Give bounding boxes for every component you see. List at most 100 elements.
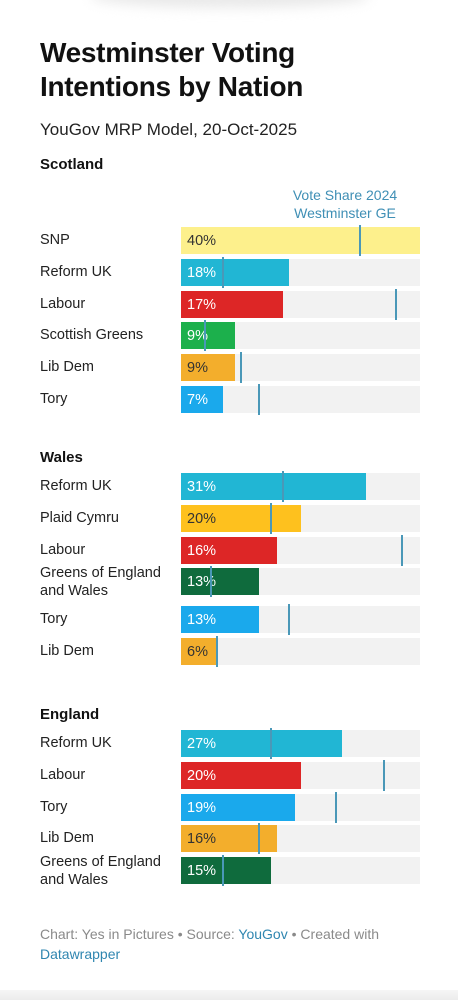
bar-row-lib-dem: Lib Dem 6%	[40, 636, 420, 678]
footer-created-with: • Created with	[287, 926, 380, 942]
bar-value-label: 18%	[187, 264, 217, 281]
bar-row-reform-uk: Reform UK 31%	[40, 471, 420, 513]
party-label: Reform UK	[40, 478, 112, 494]
ge2024-marker	[203, 320, 206, 352]
ge2024-marker	[209, 566, 212, 598]
footer-tool-link[interactable]: Datawrapper	[40, 946, 121, 962]
section-england: England Reform UK 27% Labour 20% Tory 19% Lib …	[40, 706, 420, 906]
bar-snp: 40%	[181, 227, 420, 254]
legend-line-1: Vote Share 2024	[292, 187, 398, 203]
party-label: Plaid Cymru	[40, 509, 119, 526]
bar-value-label: 7%	[187, 392, 208, 408]
bar-value-label: 20%	[187, 767, 217, 784]
ge2024-marker	[269, 728, 272, 759]
bar-value-label: 20%	[187, 510, 217, 527]
bar-lib-dem: 9%	[181, 354, 235, 382]
ge2024-marker	[239, 352, 242, 384]
party-label: Lib Dem	[40, 830, 94, 847]
bar-track: 17%	[181, 288, 420, 320]
bar-row-tory: Tory 19%	[40, 791, 420, 834]
bar-track: 13%	[181, 566, 420, 598]
bar-value-label: 31%	[187, 479, 217, 495]
section-title: England	[40, 706, 100, 723]
party-label: Scottish Greens	[40, 327, 144, 344]
bar-lib-dem: 6%	[181, 638, 217, 665]
bar-value-label: 27%	[187, 736, 217, 752]
bar-scottish-greens: 9%	[181, 322, 235, 350]
ge2024-marker	[221, 256, 224, 288]
bar-row-plaid-cymru: Plaid Cymru 20%	[40, 502, 420, 545]
bar-track: 27%	[181, 728, 420, 759]
bar-value-label: 16%	[187, 831, 217, 848]
party-label: Lib Dem	[40, 643, 94, 659]
ge2024-marker	[257, 384, 260, 415]
bar-track: 7%	[181, 384, 420, 415]
bar-reform-uk: 27%	[181, 730, 343, 757]
ge2024-marker	[221, 855, 224, 887]
bar-reform-uk: 31%	[181, 473, 367, 500]
chart-title: Westminster Voting Intentions by Nation	[40, 37, 304, 102]
ge2024-marker	[281, 471, 284, 502]
bar-track: 18%	[181, 256, 420, 288]
ge2024-marker	[215, 636, 218, 667]
bar-track: 9%	[181, 352, 420, 384]
bar-tory: 7%	[181, 386, 223, 413]
ge2024-marker	[395, 288, 398, 320]
bar-track: 16%	[181, 534, 420, 566]
ge2024-marker	[287, 604, 290, 636]
bar-row-labour: Labour 16%	[40, 534, 420, 577]
bar-row-reform-uk: Reform UK 27%	[40, 728, 420, 770]
bar-value-label: 6%	[187, 644, 208, 660]
legend-ge2024-note: Vote Share 2024 Westminster GE	[240, 186, 450, 222]
bar-labour: 20%	[181, 761, 301, 789]
section-title: Scotland	[40, 156, 104, 173]
bottom-shadow	[0, 990, 458, 1000]
bar-track: 20%	[181, 502, 420, 534]
ge2024-marker	[257, 823, 260, 855]
bar-value-label: 40%	[187, 233, 217, 249]
bar-track: 9%	[181, 320, 420, 352]
party-label: Reform UK	[40, 735, 112, 751]
bar-lib-dem: 16%	[181, 825, 277, 853]
bar-track: 20%	[181, 759, 420, 791]
section-wales: Wales Reform UK 31% Plaid Cymru 20% Labour 16…	[40, 449, 420, 679]
bar-row-lib-dem: Lib Dem 9%	[40, 352, 420, 394]
party-label: Greens of England and Wales	[40, 565, 161, 600]
bar-labour: 16%	[181, 536, 277, 564]
bar-value-label: 19%	[187, 799, 217, 816]
bar-value-label: 16%	[187, 542, 217, 559]
bar-tory: 19%	[181, 793, 295, 821]
party-label: Tory	[40, 798, 68, 815]
bar-row-labour: Labour 17%	[40, 288, 420, 331]
ge2024-marker	[383, 759, 386, 791]
bar-value-label: 13%	[187, 612, 217, 629]
bar-plaid-cymru: 20%	[181, 504, 301, 532]
footer-source-link[interactable]: YouGov	[238, 926, 288, 942]
bar-labour: 17%	[181, 290, 283, 318]
bar-track: 31%	[181, 471, 420, 502]
top-shadow	[90, 0, 370, 8]
bar-track: 19%	[181, 791, 420, 823]
bar-row-reform-uk: Reform UK 18%	[40, 256, 420, 299]
section-title: Wales	[40, 449, 83, 466]
bar-greens-of-england-and-wales: 13%	[181, 568, 259, 596]
bar-row-greens-of-england-and-wales: Greens of England and Wales 13%	[40, 565, 420, 608]
party-label: Tory	[40, 391, 68, 407]
bar-row-tory: Tory 7%	[40, 384, 420, 426]
ge2024-marker	[335, 791, 338, 823]
bar-row-greens-of-england-and-wales: Greens of England and Wales 15%	[40, 854, 420, 897]
party-label: Greens of England and Wales	[40, 854, 161, 889]
bar-value-label: 9%	[187, 360, 208, 377]
chart-footer: Chart: Yes in Pictures • Source: YouGov …	[40, 924, 420, 964]
party-label: Labour	[40, 766, 86, 783]
party-label: SNP	[40, 232, 70, 248]
party-label: Reform UK	[40, 263, 112, 280]
bar-track: 6%	[181, 636, 420, 667]
party-label: Labour	[40, 295, 86, 312]
legend-line-2: Westminster GE	[294, 205, 396, 221]
bar-row-labour: Labour 20%	[40, 759, 420, 802]
bar-row-tory: Tory 13%	[40, 604, 420, 646]
section-scotland: Scotland Vote Share 2024 Westminster GE …	[40, 156, 420, 416]
bar-track: 15%	[181, 855, 420, 887]
party-label: Lib Dem	[40, 359, 94, 376]
